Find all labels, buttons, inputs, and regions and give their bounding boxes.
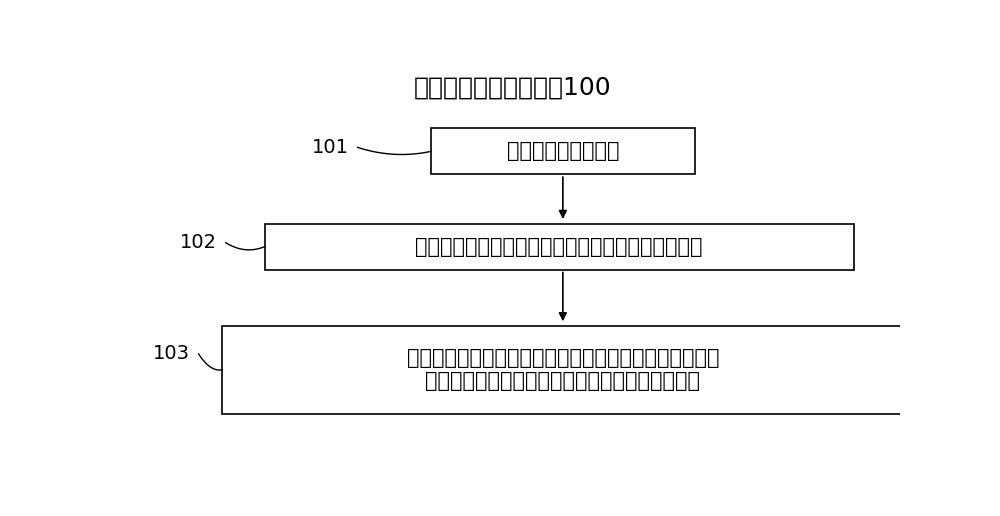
Text: 101: 101 <box>312 138 349 157</box>
Text: 103: 103 <box>153 345 190 363</box>
Text: 基于所述图像，利用训练好的学习网络预测出脑中线: 基于所述图像，利用训练好的学习网络预测出脑中线 <box>415 237 703 256</box>
Text: 脑中线的自动定位方法100: 脑中线的自动定位方法100 <box>414 76 611 100</box>
Bar <box>431 128 695 174</box>
Bar <box>222 326 904 413</box>
Text: 102: 102 <box>180 233 217 252</box>
Bar <box>264 224 854 269</box>
Text: 获取包含脑部的图像: 获取包含脑部的图像 <box>507 141 619 162</box>
Text: 基于预测脑中线中的起始段和结束段估计理想脑中线，并
确定所述预测脑中线相较所述理想脑中线的偏移量: 基于预测脑中线中的起始段和结束段估计理想脑中线，并 确定所述预测脑中线相较所述理… <box>407 348 719 392</box>
